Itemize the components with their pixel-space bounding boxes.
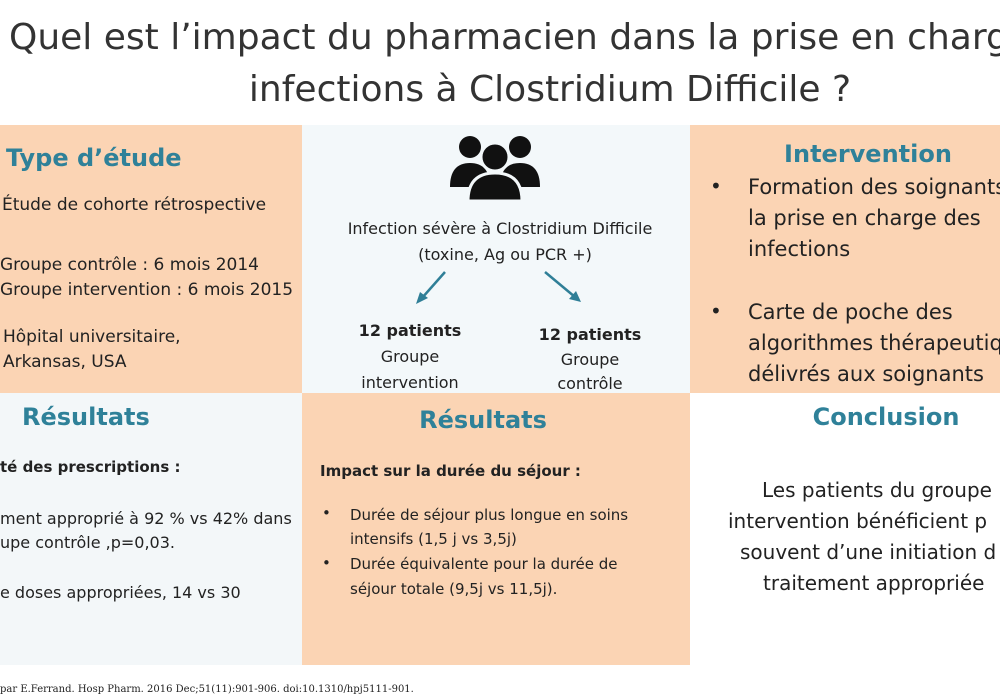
heading: Intervention — [784, 140, 952, 168]
text: Formation des soignants — [748, 175, 1000, 199]
bullet: • — [322, 504, 331, 522]
bullet: • — [710, 299, 722, 323]
group-label: Groupe — [380, 347, 440, 366]
text: upe contrôle ,p=0,03. — [0, 533, 175, 552]
text: infections — [748, 237, 851, 261]
heading: Conclusion — [812, 403, 960, 431]
title-line: infections à Clostridium Difficile ? — [248, 69, 852, 110]
subheading: Impact sur la durée du séjour : — [320, 462, 581, 480]
group-count: 12 patients — [538, 325, 642, 344]
text: Groupe contrôle : 6 mois 2014 — [0, 255, 259, 275]
text: Groupe intervention : 6 mois 2015 — [0, 280, 294, 300]
bullet: • — [322, 554, 331, 572]
text: délivrés aux soignants — [748, 362, 984, 386]
arrows — [416, 271, 581, 304]
text: Arkansas, USA — [3, 352, 127, 372]
text: Carte de poche des — [748, 300, 953, 324]
group-label: contrôle — [557, 374, 623, 393]
group-label: Groupe — [560, 350, 620, 369]
text: Les patients du groupe — [762, 478, 992, 502]
text: Infection sévère à Clostridium Difficile — [347, 219, 653, 238]
panel — [0, 393, 302, 665]
footer: par E.Ferrand. Hosp Pharm. 2016 Dec;51(1… — [0, 684, 414, 695]
subheading: té des prescriptions : — [0, 458, 181, 476]
text: e doses appropriées, 14 vs 30 — [0, 583, 241, 602]
text: algorithmes thérapeutiq — [748, 331, 1000, 355]
text: Hôpital universitaire, — [3, 327, 181, 347]
panel — [302, 393, 690, 665]
text: Durée de séjour plus longue en soins — [350, 506, 629, 524]
panel — [0, 125, 302, 393]
heading: Type d’étude — [6, 144, 182, 172]
text: la prise en charge des — [748, 206, 981, 230]
text: ment approprié à 92 % vs 42% dans — [0, 509, 292, 528]
text: intervention bénéficient p — [728, 509, 988, 533]
panel — [690, 125, 1000, 393]
people-icon — [450, 136, 540, 203]
text: (toxine, Ag ou PCR +) — [418, 245, 592, 264]
group-label: intervention — [361, 373, 459, 392]
text: séjour totale (9,5j vs 11,5j). — [350, 580, 558, 598]
heading: Résultats — [22, 403, 150, 431]
text: souvent d’une initiation d — [740, 540, 997, 564]
group-count: 12 patients — [358, 321, 462, 340]
bullet: • — [710, 174, 722, 198]
text: intensifs (1,5 j vs 3,5j) — [350, 530, 517, 548]
heading: Résultats — [419, 406, 547, 434]
text: Étude de cohorte rétrospective — [2, 195, 267, 215]
title-line: Quel est l’impact du pharmacien dans la … — [8, 17, 1000, 58]
text: Durée équivalente pour la durée de — [350, 555, 618, 573]
text: traitement appropriée — [763, 571, 985, 595]
